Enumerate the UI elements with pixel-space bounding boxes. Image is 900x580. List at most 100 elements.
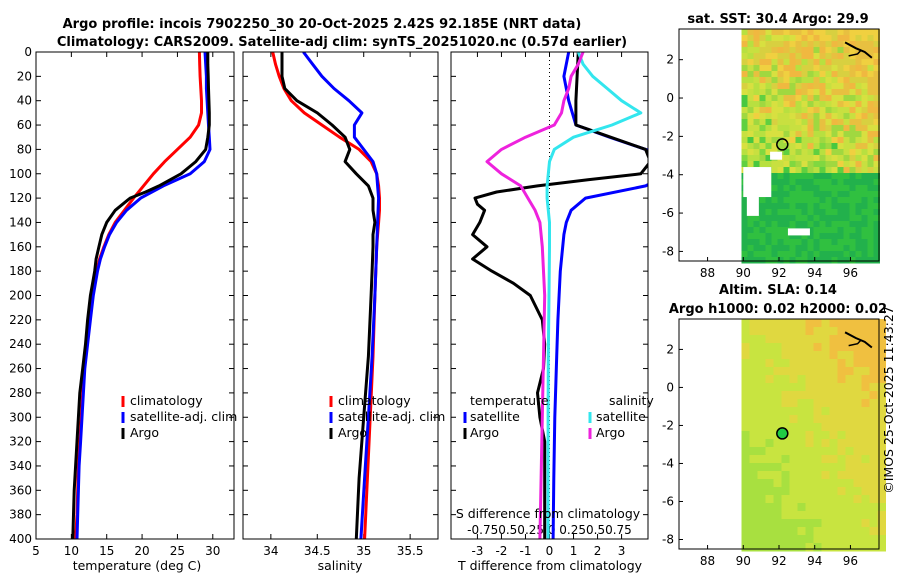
map-cell: [855, 257, 862, 264]
map-cell: [773, 407, 782, 416]
map-cell: [867, 155, 874, 162]
map-cell: [813, 487, 822, 496]
map-cell: [845, 415, 854, 424]
map-cell: [869, 527, 878, 536]
map-cell: [877, 519, 886, 528]
map-cell: [845, 543, 854, 552]
map-cell: [747, 155, 754, 162]
map-cell: [749, 367, 758, 376]
map-cell: [805, 479, 814, 488]
map-cell: [807, 167, 814, 174]
map-cell: [861, 407, 870, 416]
map-cell: [855, 65, 862, 72]
map-cell: [845, 327, 854, 336]
map-cell: [849, 113, 856, 120]
map-cell: [749, 519, 758, 528]
map-cell: [825, 35, 832, 42]
map-cell: [759, 35, 766, 42]
map-cell: [789, 149, 796, 156]
map-cell: [861, 239, 868, 246]
map-cell: [861, 245, 868, 252]
map-cell: [861, 327, 870, 336]
map-cell: [795, 203, 802, 210]
map-cell: [765, 227, 772, 234]
map-cell: [843, 35, 850, 42]
map-cell: [873, 155, 880, 162]
map-cell: [819, 209, 826, 216]
map-cell: [797, 487, 806, 496]
map-cell: [853, 479, 862, 488]
map-cell: [849, 143, 856, 150]
map-cell: [749, 487, 758, 496]
map-cell: [773, 503, 782, 512]
y-tick-label: -6: [662, 494, 674, 508]
map-cell: [759, 59, 766, 66]
map-cell: [795, 41, 802, 48]
map-cell: [805, 487, 814, 496]
map-cell: [813, 327, 822, 336]
map-cell: [869, 543, 878, 552]
map-cell: [795, 215, 802, 222]
map-cell: [771, 257, 778, 264]
map-cell: [837, 351, 846, 360]
map-cell: [759, 137, 766, 144]
y-tick-label: -4: [662, 456, 674, 470]
map-cell: [867, 257, 874, 264]
map-cell: [771, 143, 778, 150]
map-cell: [741, 101, 748, 108]
map-cell: [831, 173, 838, 180]
map-cell: [783, 257, 790, 264]
map-cell: [853, 351, 862, 360]
map-cell: [753, 227, 760, 234]
map-cell: [861, 431, 870, 440]
map-cell: [873, 251, 880, 258]
map-cell: [747, 89, 754, 96]
map-cell: [849, 107, 856, 114]
map-cell: [773, 439, 782, 448]
map-cell: [783, 191, 790, 198]
map-cell: [781, 423, 790, 432]
map-cell: [757, 343, 766, 352]
map-cell: [789, 209, 796, 216]
map-cell: [747, 221, 754, 228]
map-cell: [741, 367, 750, 376]
coastline: [848, 339, 862, 347]
map-cell: [837, 471, 846, 480]
map-cell: [855, 227, 862, 234]
map-cell: [829, 343, 838, 352]
map-cell: [821, 447, 830, 456]
map-cell: [757, 543, 766, 552]
map-cell: [855, 191, 862, 198]
map-cell: [777, 143, 784, 150]
map-cell: [849, 185, 856, 192]
map-cell: [855, 245, 862, 252]
map-cell: [795, 167, 802, 174]
map-cell: [825, 41, 832, 48]
map-cell: [781, 327, 790, 336]
map-cell: [795, 173, 802, 180]
map-cell: [849, 41, 856, 48]
map-cell: [845, 447, 854, 456]
map-cell: [797, 415, 806, 424]
map-cell: [829, 535, 838, 544]
map-cell: [741, 197, 748, 204]
map-cell: [747, 65, 754, 72]
map-cell: [853, 319, 862, 328]
map-cell: [741, 455, 750, 464]
map-data-gap: [770, 151, 783, 160]
map-cell: [845, 391, 854, 400]
y-tick-label: -6: [662, 206, 674, 220]
map-cell: [837, 367, 846, 376]
map-cell: [753, 113, 760, 120]
s-difference-axis-label: S difference from climatology: [456, 506, 641, 521]
map-cell: [843, 77, 850, 84]
map-cell: [853, 495, 862, 504]
map-cell: [783, 179, 790, 186]
map-cell: [781, 503, 790, 512]
x-tick-label: 34: [263, 544, 278, 558]
map-cell: [877, 535, 886, 544]
x-tick-label: 96: [843, 266, 858, 280]
map-cell: [831, 113, 838, 120]
map-cell: [843, 89, 850, 96]
map-cell: [831, 65, 838, 72]
